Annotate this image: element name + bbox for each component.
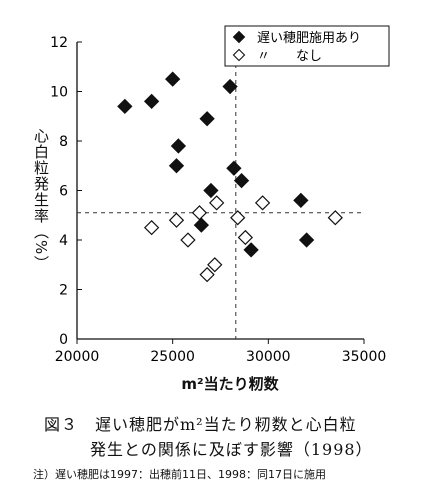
data-point-without-late-fertilizer <box>143 219 160 236</box>
data-point-with-late-fertilizer <box>168 158 185 174</box>
legend-label: 遅い穂肥施用あり <box>257 31 361 46</box>
legend-marker <box>232 30 246 44</box>
data-point-with-late-fertilizer <box>203 182 219 199</box>
data-point-with-late-fertilizer <box>117 98 133 114</box>
y-tick-label: 0 <box>59 332 68 348</box>
data-point-with-late-fertilizer <box>143 93 160 110</box>
data-point-without-late-fertilizer <box>209 195 225 211</box>
y-tick-label: 12 <box>50 35 68 51</box>
caption-line-1: 図３ 遅い穂肥がm²当たり籾数と心白粒 <box>44 415 357 434</box>
data-point-with-late-fertilizer <box>170 138 187 154</box>
data-point-with-late-fertilizer <box>199 111 215 127</box>
y-tick-label: 8 <box>59 134 68 150</box>
legend-marker <box>232 48 246 62</box>
x-tick-label: 25000 <box>150 349 195 365</box>
legend-label: 〃 なし <box>257 49 322 64</box>
data-point-with-late-fertilizer <box>193 217 210 233</box>
data-point-with-late-fertilizer <box>243 242 259 258</box>
data-point-without-late-fertilizer <box>327 210 343 226</box>
data-point-with-late-fertilizer <box>233 172 250 189</box>
x-tick-label: 20000 <box>55 349 100 365</box>
data-point-without-late-fertilizer <box>180 232 196 248</box>
caption-line-2: 発生との関係に及ぼす影響（1998） <box>90 440 373 459</box>
data-point-with-late-fertilizer <box>165 71 181 87</box>
y-tick-label: 2 <box>59 283 68 299</box>
data-point-without-late-fertilizer <box>207 257 223 273</box>
x-axis-label: m²当たり籾数 <box>181 375 279 393</box>
y-tick-label: 10 <box>50 85 68 101</box>
data-point-without-late-fertilizer <box>254 195 271 211</box>
data-point-with-late-fertilizer <box>293 192 309 209</box>
data-point-without-late-fertilizer <box>191 205 208 221</box>
data-point-with-late-fertilizer <box>226 160 242 176</box>
caption-note: 注）遅い穂肥は1997：出穂前11日、1998：同17日に施用 <box>33 468 326 481</box>
y-axis-label: 心白粒発生率（%） <box>32 128 50 272</box>
data-point-without-late-fertilizer <box>199 267 215 283</box>
scatter-chart: 0 2 4 6 8 10 12 20000 25000 30000 35000 遅い穂肥施用あり〃 な… <box>50 25 390 365</box>
data-point-with-late-fertilizer <box>222 78 238 95</box>
legend-box <box>224 25 390 67</box>
y-tick-label: 6 <box>59 184 68 200</box>
x-tick-label: 30000 <box>246 349 291 365</box>
data-point-without-late-fertilizer <box>230 210 246 226</box>
y-tick-label: 4 <box>59 233 68 249</box>
data-point-without-late-fertilizer <box>237 229 254 246</box>
data-point-without-late-fertilizer <box>168 212 185 228</box>
data-point-with-late-fertilizer <box>298 232 315 248</box>
x-tick-label: 35000 <box>342 349 387 365</box>
